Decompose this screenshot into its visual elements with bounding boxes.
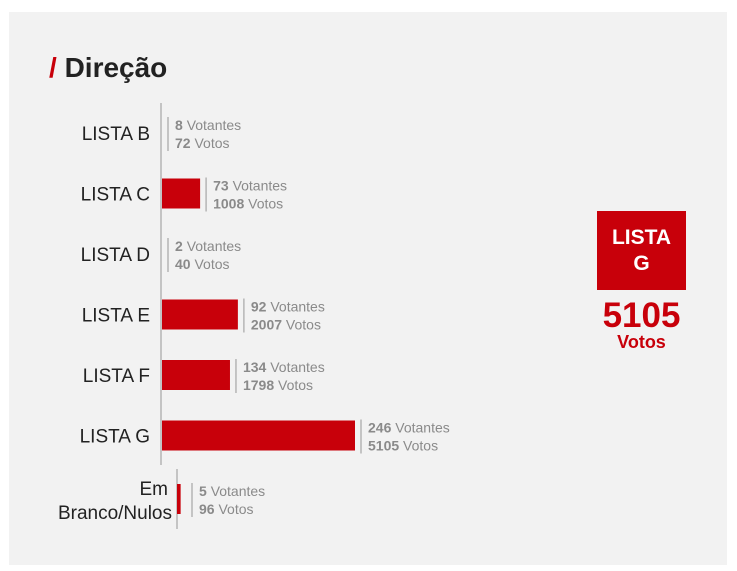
- voters-unit: Votantes: [270, 299, 325, 315]
- votes-value: 1008: [213, 196, 248, 212]
- category-label: LISTA E: [82, 306, 150, 327]
- votes-unit: Votos: [248, 196, 283, 212]
- bar: [162, 178, 201, 209]
- category-label: LISTA D: [81, 245, 150, 266]
- voters-value: 134: [243, 359, 270, 375]
- category-label-line: LISTA F: [83, 366, 150, 387]
- voters-unit: Votantes: [395, 420, 450, 436]
- votes-value: 72: [175, 135, 194, 151]
- title-text: Direção: [64, 52, 168, 83]
- category-label-line: Em: [140, 479, 169, 500]
- voters-label: 5 Votantes: [199, 483, 265, 499]
- bar: [177, 484, 181, 514]
- winner-votes-value: 5105: [602, 296, 681, 335]
- category-label: LISTA F: [83, 366, 150, 387]
- voters-unit: Votantes: [211, 483, 266, 499]
- voters-value: 2: [175, 238, 187, 254]
- votes-label: 5105 Votos: [368, 438, 438, 454]
- voters-label: 2 Votantes: [175, 238, 241, 254]
- category-label-line: LISTA E: [82, 306, 150, 327]
- votes-label: 1798 Votos: [243, 377, 313, 393]
- votes-value: 1798: [243, 377, 278, 393]
- voters-value: 73: [213, 178, 232, 194]
- votes-unit: Votos: [194, 135, 229, 151]
- votes-value: 5105: [368, 438, 403, 454]
- voters-label: 92 Votantes: [251, 299, 325, 315]
- voters-unit: Votantes: [187, 238, 242, 254]
- votes-unit: Votos: [218, 501, 253, 517]
- votes-unit: Votos: [286, 317, 321, 333]
- votes-unit: Votos: [194, 256, 229, 272]
- voters-unit: Votantes: [187, 117, 242, 133]
- votes-unit: Votos: [403, 438, 438, 454]
- category-label-line: LISTA C: [81, 185, 150, 206]
- votes-value: 40: [175, 256, 194, 272]
- votes-label: 96 Votos: [199, 501, 254, 517]
- votes-label: 72 Votos: [175, 135, 230, 151]
- voters-label: 246 Votantes: [368, 420, 450, 436]
- chart-rows: LISTA B 8 Votantes 72 Votos LISTA C 73 Votan…: [58, 117, 450, 529]
- category-label: LISTA B: [82, 124, 150, 145]
- votes-label: 40 Votos: [175, 256, 230, 272]
- category-label-line: LISTA D: [81, 245, 150, 266]
- votes-label: 1008 Votos: [213, 196, 283, 212]
- bar: [162, 360, 230, 390]
- voters-unit: Votantes: [233, 178, 288, 194]
- voters-value: 92: [251, 299, 270, 315]
- voters-label: 8 Votantes: [175, 117, 241, 133]
- bar: [162, 299, 238, 330]
- votes-unit: Votos: [278, 377, 313, 393]
- votes-value: 2007: [251, 317, 286, 333]
- category-label-line: LISTA G: [80, 427, 150, 448]
- category-label: LISTA G: [80, 427, 150, 448]
- category-label-line: Branco/Nulos: [58, 503, 172, 524]
- votes-label: 2007 Votos: [251, 317, 321, 333]
- winner-badge: LISTA G: [597, 211, 686, 290]
- voters-label: 73 Votantes: [213, 178, 287, 194]
- voters-value: 8: [175, 117, 187, 133]
- bar: [162, 420, 355, 451]
- voters-unit: Votantes: [270, 359, 325, 375]
- title-slash: /: [49, 52, 57, 83]
- winner-label: LISTA G: [611, 225, 672, 275]
- winner-votes-unit: Votos: [617, 332, 666, 352]
- category-label: LISTA C: [81, 185, 150, 206]
- voters-value: 246: [368, 420, 395, 436]
- category-label-line: LISTA B: [82, 124, 150, 145]
- votes-value: 96: [199, 501, 218, 517]
- category-label: Em Branco/Nulos: [58, 479, 172, 524]
- voters-label: 134 Votantes: [243, 359, 325, 375]
- voters-value: 5: [199, 483, 211, 499]
- chart-title: / Direção: [49, 52, 167, 84]
